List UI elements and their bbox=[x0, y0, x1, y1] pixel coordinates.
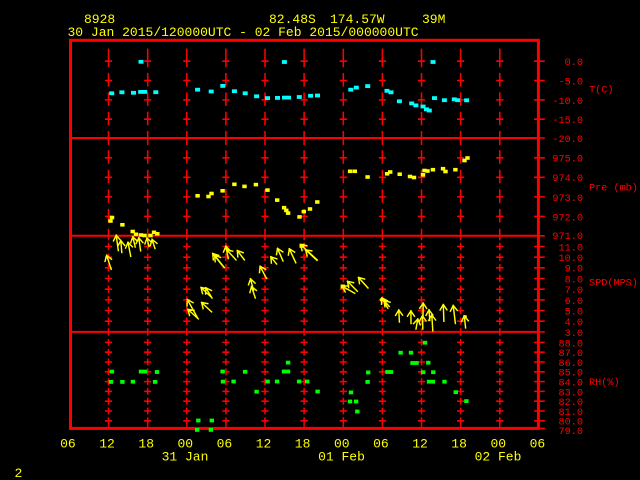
svg-text:RH(%): RH(%) bbox=[589, 377, 620, 389]
svg-text:06: 06 bbox=[530, 437, 546, 452]
svg-text:02 Feb: 02 Feb bbox=[475, 450, 522, 465]
svg-text:9.0: 9.0 bbox=[565, 265, 583, 276]
svg-text:00: 00 bbox=[490, 437, 506, 452]
svg-text:39M: 39M bbox=[422, 12, 445, 27]
svg-text:8928: 8928 bbox=[84, 12, 115, 27]
svg-text:11.0: 11.0 bbox=[559, 243, 583, 254]
svg-text:8.0: 8.0 bbox=[565, 275, 583, 286]
svg-text:81.0: 81.0 bbox=[559, 408, 583, 419]
svg-text:974.0: 974.0 bbox=[552, 174, 583, 185]
svg-text:18: 18 bbox=[451, 437, 467, 452]
svg-text:79.0: 79.0 bbox=[559, 427, 583, 438]
svg-text:12: 12 bbox=[99, 437, 115, 452]
svg-text:973.0: 973.0 bbox=[552, 194, 583, 205]
svg-text:87.0: 87.0 bbox=[559, 349, 583, 360]
svg-text:18: 18 bbox=[295, 437, 311, 452]
svg-text:-5.0: -5.0 bbox=[559, 77, 583, 88]
svg-text:5.0: 5.0 bbox=[565, 307, 583, 318]
svg-text:06: 06 bbox=[217, 437, 233, 452]
svg-text:88.0: 88.0 bbox=[559, 339, 583, 350]
svg-text:06: 06 bbox=[60, 437, 76, 452]
svg-text:4.0: 4.0 bbox=[565, 318, 583, 329]
svg-text:3.0: 3.0 bbox=[565, 329, 583, 340]
svg-text:82.0: 82.0 bbox=[559, 398, 583, 409]
svg-text:86.0: 86.0 bbox=[559, 359, 583, 370]
svg-text:84.0: 84.0 bbox=[559, 379, 583, 390]
svg-text:12: 12 bbox=[256, 437, 272, 452]
svg-text:12: 12 bbox=[412, 437, 428, 452]
svg-text:7.0: 7.0 bbox=[565, 286, 583, 297]
svg-text:971.0: 971.0 bbox=[552, 232, 583, 243]
svg-text:174.57W: 174.57W bbox=[330, 12, 385, 27]
svg-text:-10.0: -10.0 bbox=[552, 97, 583, 108]
svg-text:10.0: 10.0 bbox=[559, 254, 583, 265]
svg-text:-20.0: -20.0 bbox=[552, 135, 583, 146]
svg-text:Pre (mb): Pre (mb) bbox=[589, 182, 638, 194]
svg-text:01 Feb: 01 Feb bbox=[318, 450, 365, 465]
svg-text:0.0: 0.0 bbox=[565, 58, 583, 69]
svg-text:30 Jan 2015/120000UTC - 02 Feb: 30 Jan 2015/120000UTC - 02 Feb 2015/0000… bbox=[68, 25, 419, 40]
svg-text:975.0: 975.0 bbox=[552, 155, 583, 166]
svg-text:2: 2 bbox=[15, 466, 23, 480]
svg-text:SPD(MPS): SPD(MPS) bbox=[589, 277, 638, 289]
svg-text:-15.0: -15.0 bbox=[552, 116, 583, 127]
svg-text:18: 18 bbox=[138, 437, 154, 452]
svg-text:T(C): T(C) bbox=[589, 85, 613, 97]
svg-text:83.0: 83.0 bbox=[559, 388, 583, 399]
svg-text:31 Jan: 31 Jan bbox=[162, 450, 209, 465]
svg-text:972.0: 972.0 bbox=[552, 213, 583, 224]
svg-text:00: 00 bbox=[334, 437, 350, 452]
svg-text:82.48S: 82.48S bbox=[269, 12, 316, 27]
svg-text:80.0: 80.0 bbox=[559, 418, 583, 429]
svg-text:6.0: 6.0 bbox=[565, 297, 583, 308]
svg-text:85.0: 85.0 bbox=[559, 369, 583, 380]
svg-text:06: 06 bbox=[373, 437, 389, 452]
svg-text:00: 00 bbox=[177, 437, 193, 452]
